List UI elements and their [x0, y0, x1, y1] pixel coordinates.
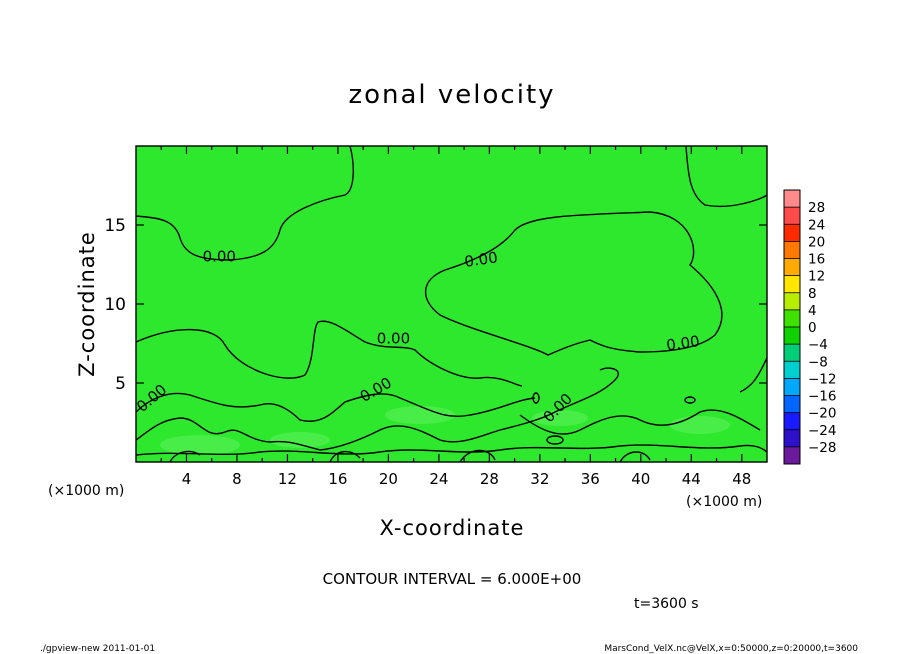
contour-line [424, 211, 723, 356]
colorbar-swatch [784, 190, 800, 208]
colorbar-swatch [784, 275, 800, 293]
contour-line [135, 320, 523, 387]
time-text: t=3600 s [634, 596, 699, 612]
field-background [136, 146, 767, 462]
colorbar-swatch [784, 361, 800, 379]
colorbar-label: −8 [808, 354, 828, 370]
contour-line [685, 145, 768, 208]
colorbar-swatch [784, 327, 800, 345]
colorbar-swatch [784, 241, 800, 259]
x-tick-label: 16 [328, 470, 347, 488]
colorbar-swatch [784, 224, 800, 242]
x-unit-note: (×1000 m) [686, 494, 762, 510]
colorbar-swatch [784, 344, 800, 362]
footer-left: ./gpview-new 2011-01-01 [40, 644, 155, 654]
contour-line [135, 367, 619, 451]
contour-line [169, 450, 201, 463]
colorbar-swatch [784, 395, 800, 413]
colorbar-swatch [784, 207, 800, 225]
y-tick-label: 15 [104, 216, 126, 236]
contour-line [459, 449, 496, 463]
contour-loop [532, 392, 540, 404]
colorbar-swatch [784, 446, 800, 464]
x-tick-label: 32 [530, 470, 549, 488]
contour-line [135, 392, 536, 422]
x-tick-label: 40 [631, 470, 650, 488]
colorbar-label: −12 [808, 371, 837, 387]
contour-label: 0.00 [665, 332, 701, 354]
contour-loop [684, 396, 696, 404]
colorbar-label: 28 [808, 200, 825, 216]
y-tick-label: 5 [115, 374, 126, 394]
colorbar-label: −16 [808, 389, 837, 405]
plot-area: 0.00 0.000.00 0.000.00 0.00 0.00 [133, 145, 768, 463]
x-tick-labels: 4 8 12 16 20 24 28 32 36 40 44 48 [182, 470, 752, 488]
colorbar-label: 8 [808, 286, 817, 302]
colorbar-label: −20 [808, 406, 837, 422]
colorbar-swatch [784, 429, 800, 447]
axis-ticks [136, 146, 767, 462]
x-tick-label: 28 [480, 470, 499, 488]
footer-right: MarsCond_VelX.nc@VelX,x=0:50000,z=0:2000… [604, 644, 858, 654]
contour-line [329, 451, 361, 463]
colorbar-swatch [784, 412, 800, 430]
contour-line [519, 409, 761, 435]
colorbar-label: 20 [808, 234, 825, 250]
colorbar-swatch [784, 378, 800, 396]
x-tick-label: 44 [682, 470, 701, 488]
contour-label: 0.00 [203, 247, 236, 265]
colorbar-label: 0 [808, 320, 817, 336]
y-tick-labels: 5 10 15 [104, 216, 126, 394]
colorbar-label: −24 [808, 423, 837, 439]
colorbar-label: 24 [808, 217, 825, 233]
y-unit-note: (×1000 m) [48, 483, 124, 499]
contour-line [739, 357, 768, 393]
y-axis-label: Z-coordinate [75, 231, 99, 377]
colorbar-label: 16 [808, 252, 825, 268]
contour-line [135, 145, 354, 261]
y-tick-label: 10 [104, 295, 126, 315]
contour-loop [546, 435, 564, 445]
colorbar-swatch [784, 292, 800, 310]
contour-lines [135, 145, 768, 463]
x-tick-label: 20 [379, 470, 398, 488]
contour-line [619, 451, 651, 463]
x-tick-label: 48 [732, 470, 751, 488]
contour-interval-text: CONTOUR INTERVAL = 6.000E+00 [323, 570, 582, 588]
contour-label: 0.00 [377, 330, 410, 348]
x-axis-label: X-coordinate [380, 516, 525, 540]
chart-title: zonal velocity [348, 80, 555, 110]
contour-label: 0.00 [463, 248, 499, 270]
colorbar-label: 4 [808, 303, 817, 319]
colorbar-swatch [784, 258, 800, 276]
contour-line [135, 444, 768, 456]
colorbar-label: −4 [808, 337, 828, 353]
x-tick-label: 12 [278, 470, 297, 488]
x-tick-label: 24 [429, 470, 448, 488]
colorbar-swatch [784, 309, 800, 327]
x-tick-label: 8 [232, 470, 242, 488]
x-tick-label: 36 [581, 470, 600, 488]
colorbar-label: 12 [808, 269, 825, 285]
colorbar-label: −28 [808, 440, 837, 456]
x-tick-label: 4 [182, 470, 192, 488]
